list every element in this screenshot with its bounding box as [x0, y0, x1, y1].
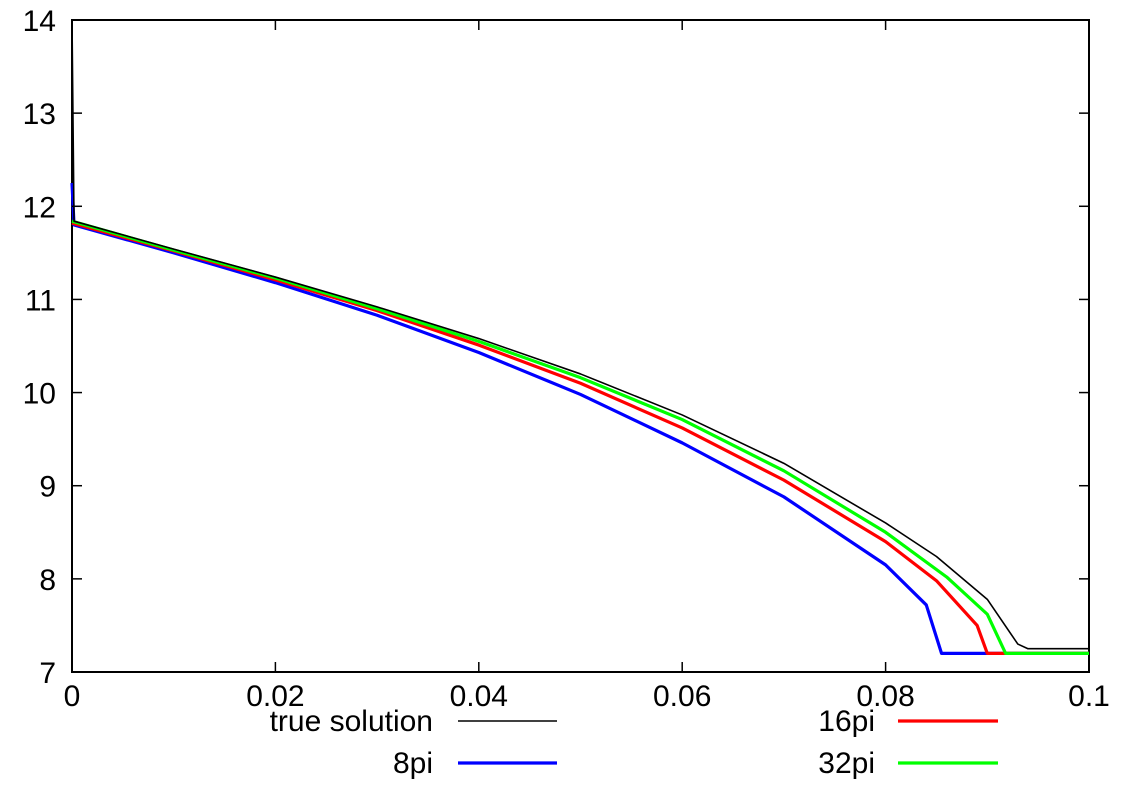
y-tick-label: 14: [23, 5, 56, 38]
x-tick-label: 0.04: [450, 680, 508, 713]
x-tick-label: 0.02: [246, 680, 304, 713]
y-tick-label: 7: [39, 657, 56, 690]
y-tick-label: 11: [25, 284, 56, 317]
x-tick-label: 0.1: [1068, 680, 1110, 713]
legend-label: true solution: [270, 705, 433, 738]
x-tick-label: 0.06: [653, 680, 711, 713]
x-tick-label: 0.08: [856, 680, 914, 713]
legend-label: 16pi: [818, 705, 875, 738]
series-layer: [70, 19, 1089, 655]
legend-label: 32pi: [818, 747, 875, 780]
plot-border: [71, 19, 1090, 673]
series-line-16pi: [71, 221, 1089, 655]
series-line-true-solution: [71, 19, 1089, 650]
y-tick-label: 8: [39, 564, 56, 597]
x-tick-label: 0: [64, 680, 81, 713]
series-line-8pi: [70, 182, 1089, 655]
axis-ticks: 0 0.02 0.04 0.06 0.08 0.1 7 8 9 10 11 12 13 14: [23, 5, 1110, 713]
legend-label: 8pi: [393, 747, 433, 780]
y-tick-label: 10: [23, 378, 56, 411]
series-line-32pi: [71, 219, 1089, 655]
y-tick-label: 9: [39, 471, 56, 504]
y-tick-label: 12: [23, 191, 56, 224]
y-tick-label: 13: [23, 98, 56, 131]
plot-frame: [71, 19, 1090, 673]
legend: true solution 16pi 8pi 32pi: [270, 705, 998, 780]
